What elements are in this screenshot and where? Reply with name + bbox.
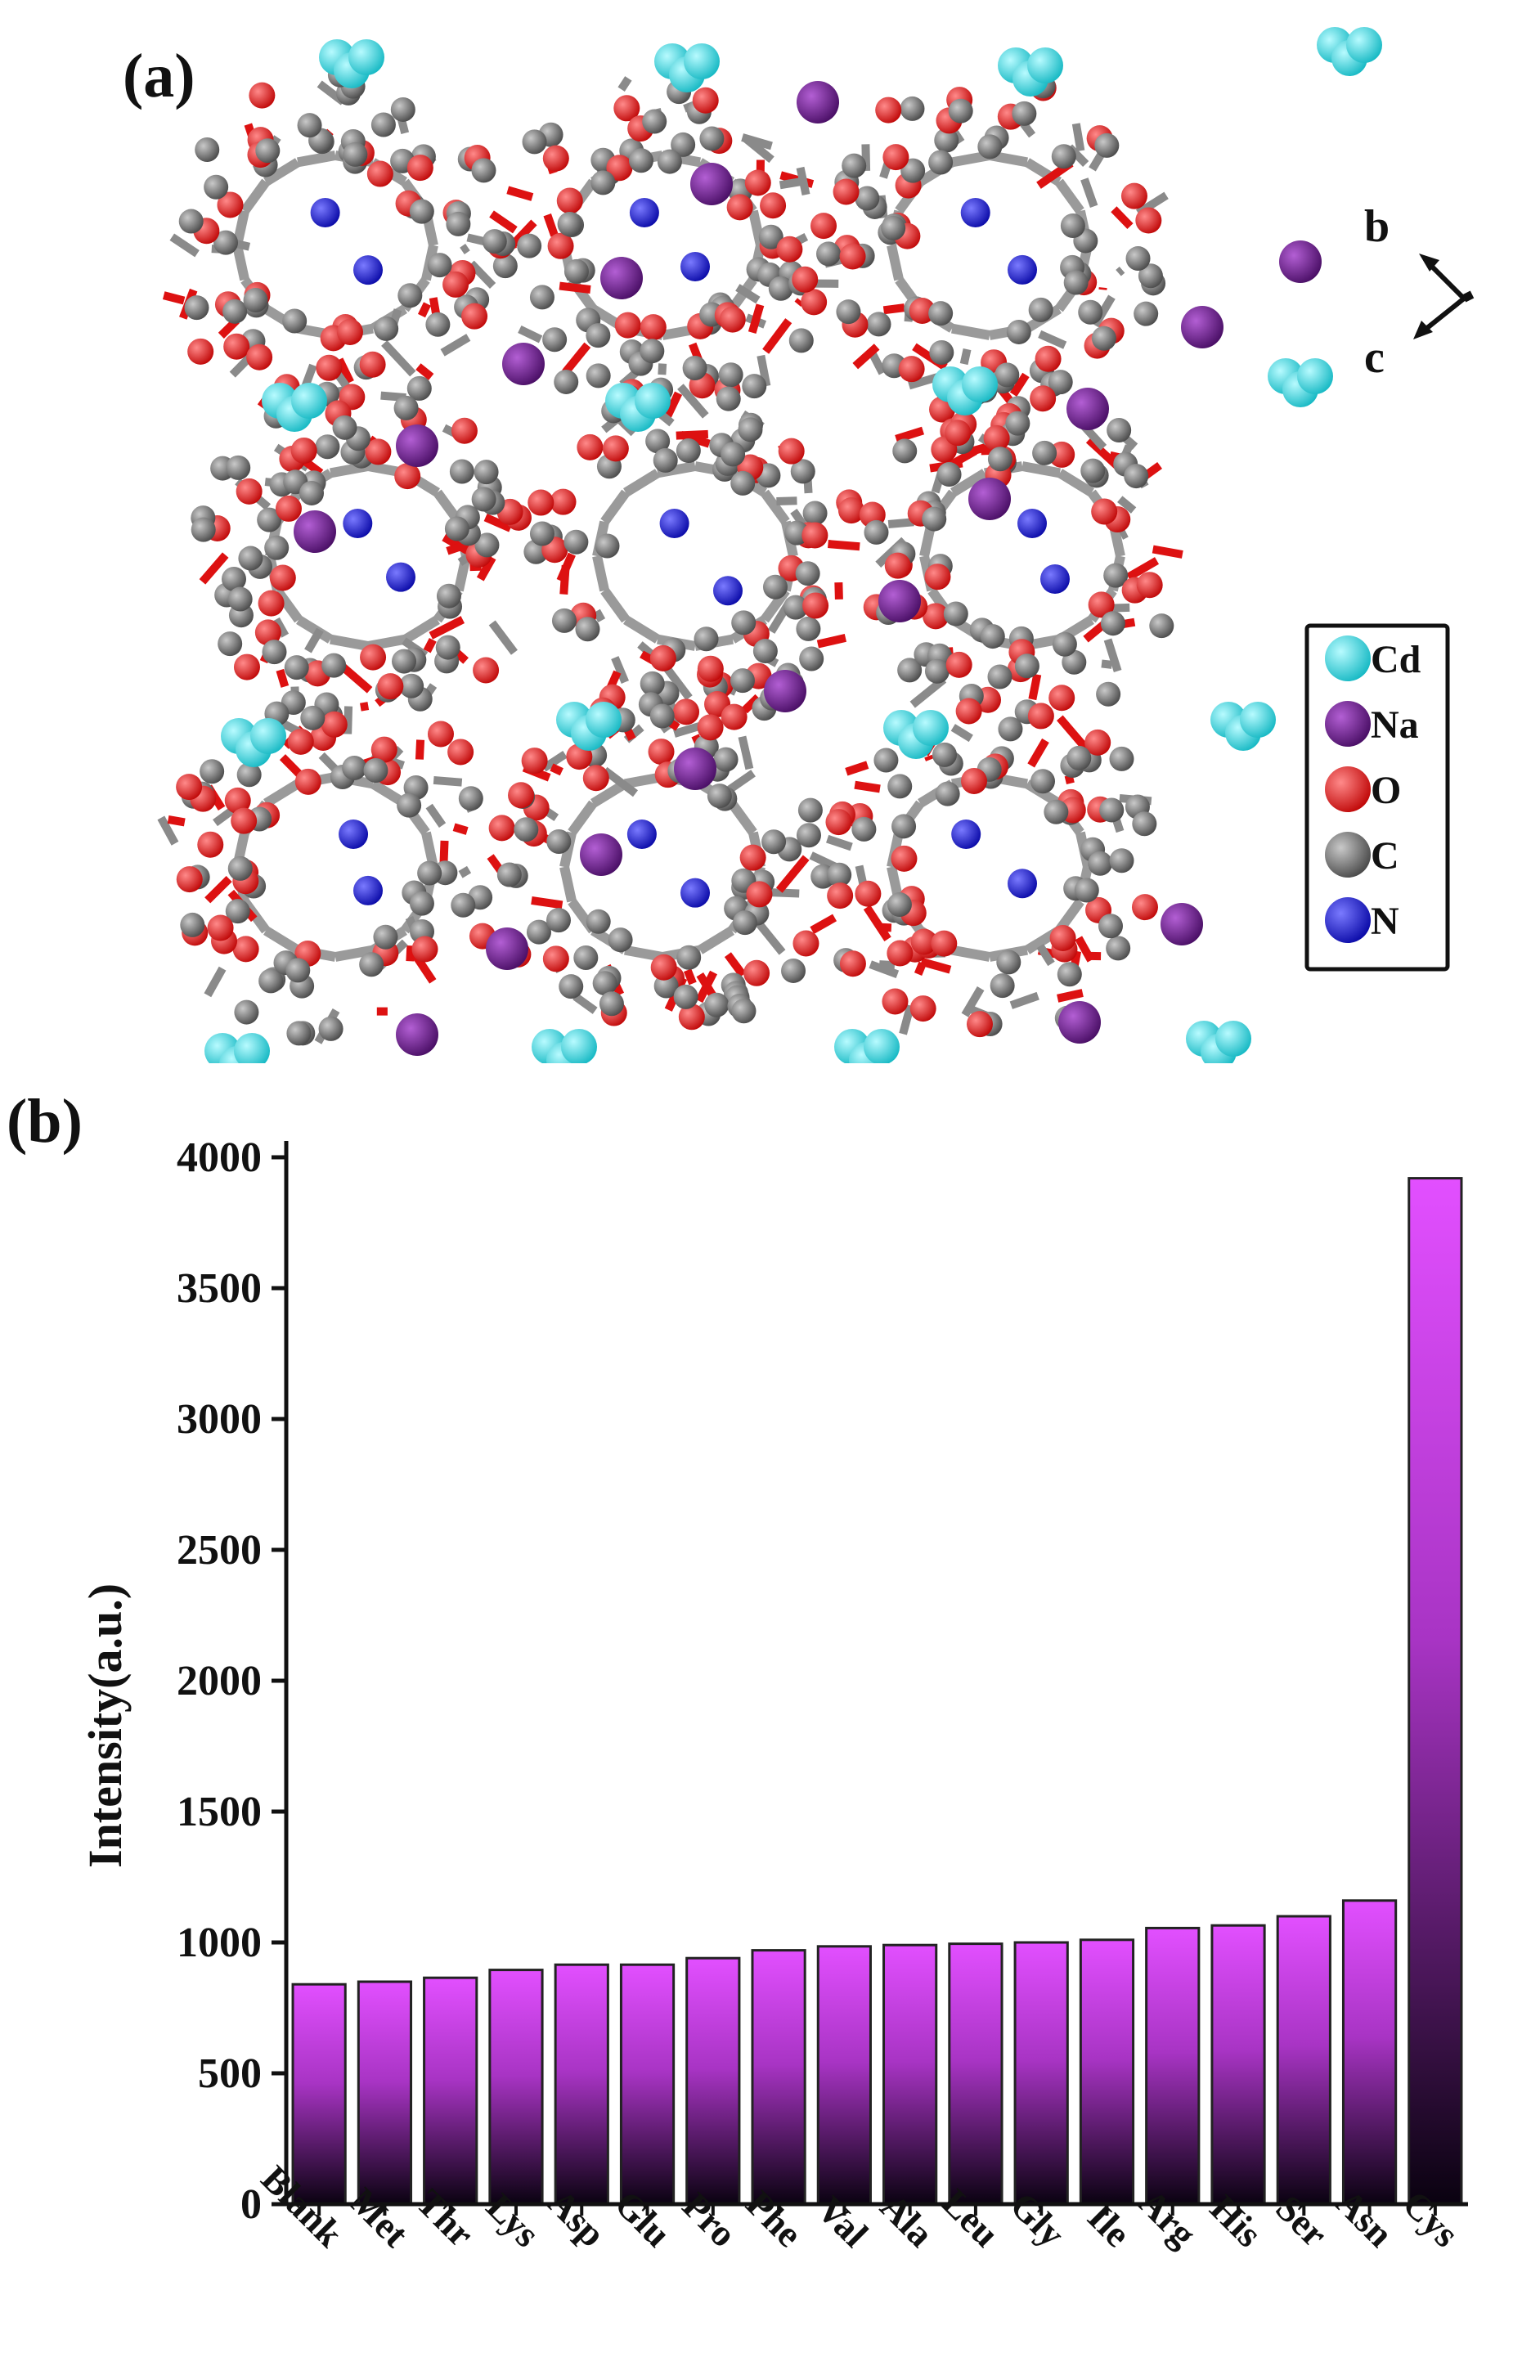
bar-ser bbox=[1276, 1915, 1331, 2206]
bar-his bbox=[1210, 1924, 1266, 2206]
bar-ala bbox=[882, 1943, 938, 2206]
y-tick-label: 2500 bbox=[177, 1527, 262, 1574]
bar-arg bbox=[1145, 1926, 1201, 2206]
crystal-structure-panel: (a) b c Cd Na O C N bbox=[0, 0, 1540, 1063]
legend-label-cd: Cd bbox=[1371, 638, 1421, 681]
legend-label-n: N bbox=[1371, 900, 1399, 943]
bar-glu bbox=[619, 1963, 676, 2206]
legend-swatch-na bbox=[1325, 701, 1371, 747]
bar-leu bbox=[948, 1942, 1003, 2206]
axis-c-label: c bbox=[1364, 332, 1385, 383]
legend-label-c: C bbox=[1371, 834, 1399, 878]
bar-thr bbox=[423, 1976, 478, 2206]
axis-b-label: b bbox=[1364, 201, 1390, 252]
bar-pro bbox=[685, 1956, 741, 2206]
panel-b-label: (b) bbox=[7, 1087, 83, 1156]
bar-asp bbox=[554, 1963, 609, 2206]
y-tick-label: 500 bbox=[198, 2050, 262, 2097]
legend-label-na: Na bbox=[1371, 703, 1419, 747]
y-tick-label: 4000 bbox=[177, 1134, 262, 1181]
bar-phe bbox=[751, 1949, 806, 2206]
bar-gly bbox=[1013, 1941, 1069, 2206]
y-tick-label: 0 bbox=[240, 2181, 262, 2228]
y-tick-label: 3500 bbox=[177, 1265, 262, 1312]
y-tick-label: 1000 bbox=[177, 1920, 262, 1966]
molecular-lattice bbox=[157, 27, 1382, 1063]
legend-swatch-n bbox=[1325, 897, 1371, 943]
legend-swatch-cd bbox=[1325, 635, 1371, 681]
element-legend: Cd Na OCN bbox=[1304, 623, 1450, 972]
bar-ile bbox=[1079, 1938, 1135, 2206]
bar-blank bbox=[291, 1983, 347, 2206]
legend-swatch-o bbox=[1325, 766, 1371, 812]
axis-indicator: b c bbox=[1364, 201, 1475, 383]
y-tick-label: 2000 bbox=[177, 1658, 262, 1704]
bar-val bbox=[816, 1945, 872, 2206]
legend-label-o: O bbox=[1371, 769, 1401, 812]
bar-cys bbox=[1408, 1177, 1463, 2206]
panel-a-label: (a) bbox=[123, 42, 195, 110]
bar-chart-panel: (b) 0 500 1000 1500 2000 2500 3000 3500 4000 Blan… bbox=[0, 1063, 1540, 2380]
legend-swatch-c bbox=[1325, 832, 1371, 878]
y-tick-label: 3000 bbox=[177, 1396, 262, 1443]
y-axis-label: Intensity(a.u.) bbox=[79, 1583, 132, 1868]
bar-asn bbox=[1341, 1899, 1398, 2206]
crystal-structure-image: b c Cd Na OCN bbox=[157, 27, 1475, 1063]
bar-met bbox=[357, 1980, 413, 2206]
bar-lys bbox=[488, 1969, 544, 2206]
y-tick-label: 1500 bbox=[177, 1789, 262, 1835]
intensity-bar-chart: 05001000150020002500300035004000BlankMet… bbox=[79, 1134, 1468, 2256]
